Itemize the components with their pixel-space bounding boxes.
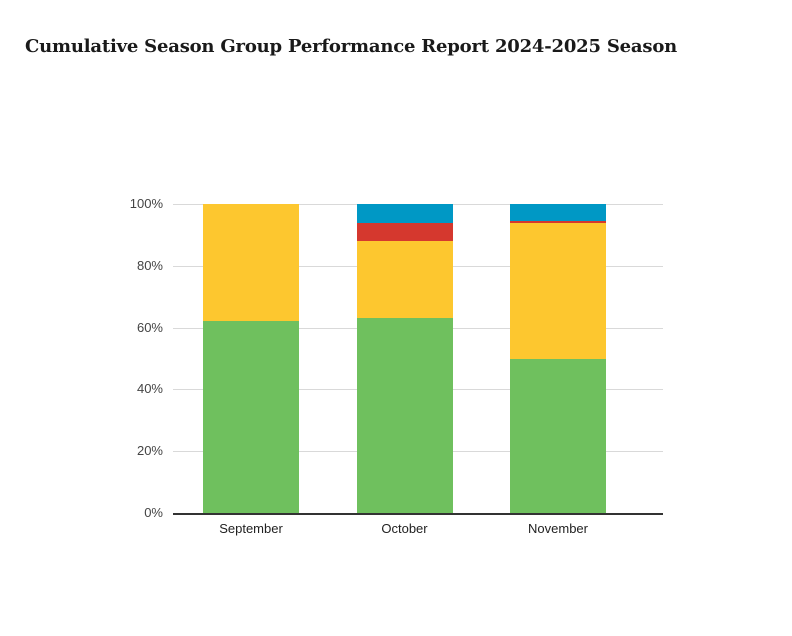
bar-segment-red[interactable] xyxy=(510,221,606,223)
bar-october xyxy=(356,204,453,513)
bar-september xyxy=(203,204,299,513)
bar-november xyxy=(510,204,606,513)
y-axis-tick-label: 20% xyxy=(136,443,163,459)
x-axis-label: October xyxy=(381,521,428,536)
plot-area xyxy=(173,204,663,515)
chart-title: Cumulative Season Group Performance Repo… xyxy=(25,36,678,57)
y-axis-tick-label: 60% xyxy=(136,319,163,335)
bar-segment-yellow[interactable] xyxy=(203,204,299,322)
y-axis-tick-label: 40% xyxy=(136,381,163,397)
x-axis-label: November xyxy=(528,521,588,536)
x-axis-label: September xyxy=(219,521,283,536)
bar-segment-green[interactable] xyxy=(203,321,299,513)
bar-segment-green[interactable] xyxy=(510,358,606,513)
bar-segment-green[interactable] xyxy=(356,318,453,513)
y-axis-tick-label: 80% xyxy=(136,257,163,273)
y-axis-tick-label: 100% xyxy=(129,196,163,211)
bar-segment-yellow[interactable] xyxy=(510,222,606,359)
bar-segment-yellow[interactable] xyxy=(356,241,453,319)
y-axis-tick-label: 0% xyxy=(144,505,163,520)
bar-segment-red[interactable] xyxy=(356,222,453,242)
bar-segment-blue[interactable] xyxy=(356,204,453,223)
bar-segment-blue[interactable] xyxy=(510,204,606,222)
